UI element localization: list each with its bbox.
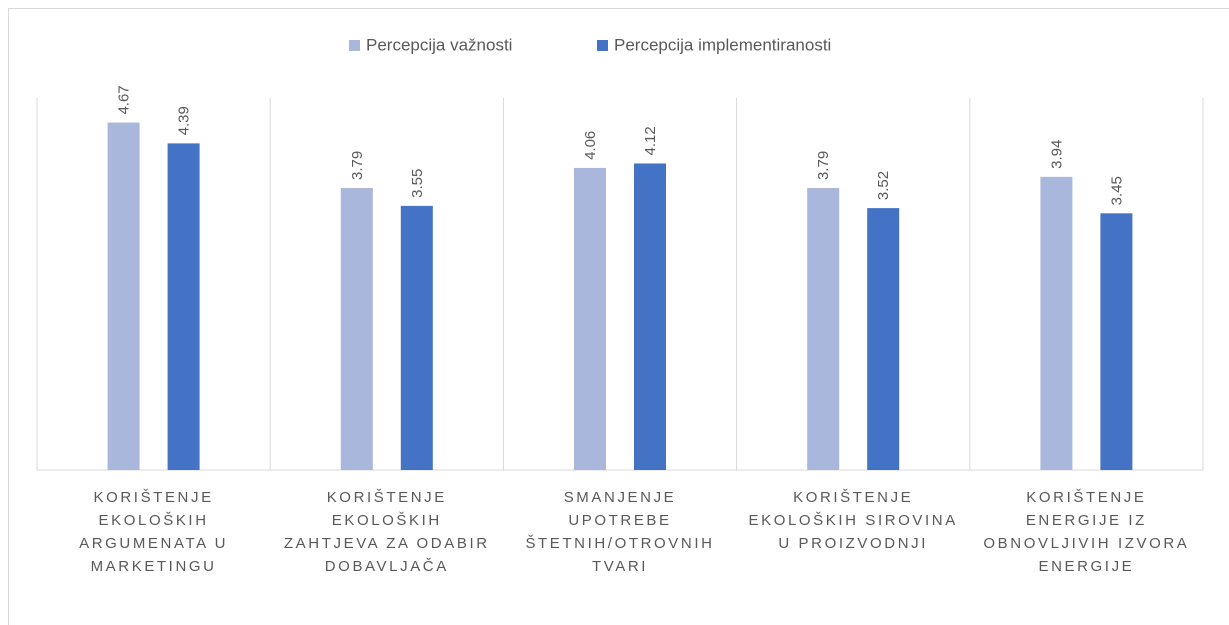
data-label: 3.79 [349,151,366,180]
bar [634,163,666,471]
legend-label: Percepcija implementiranosti [614,35,831,54]
x-tick-label: SMANJENJE UPOTREBE ŠTETNIH/OTROVNIH TVAR… [525,489,715,575]
data-label: 3.52 [875,171,892,200]
x-tick-label: KORIŠTENJE EKOLOŠKIH SIROVINA U PROIZVOD… [748,489,958,552]
legend-swatch [349,40,360,51]
x-tick-label: KORIŠTENJE EKOLOŠKIH ZAHTJEVA ZA ODABIR … [283,489,490,575]
x-tick-label: KORIŠTENJE EKOLOŠKIH ARGUMENATA U MARKET… [79,489,229,575]
bar [867,208,900,470]
chart-border [8,8,1229,625]
data-label: 4.06 [582,131,599,160]
bar [107,122,140,470]
data-label: 3.55 [409,169,426,198]
bar [807,188,840,471]
data-label: 4.67 [116,85,133,114]
bar [400,205,433,470]
data-label: 3.45 [1108,176,1125,205]
bar [1040,176,1073,470]
data-label: 3.94 [1048,140,1065,169]
bar [574,167,606,470]
bar [167,143,200,470]
data-label: 3.79 [815,151,832,180]
data-label: 4.39 [176,106,193,135]
data-label: 4.12 [642,126,659,155]
legend-swatch [597,40,608,51]
legend-label: Percepcija važnosti [366,35,512,54]
bar [1100,213,1133,470]
bar [340,188,373,471]
x-tick-label: KORIŠTENJE ENERGIJE IZ OBNOVLJIVIH IZVOR… [983,489,1190,575]
